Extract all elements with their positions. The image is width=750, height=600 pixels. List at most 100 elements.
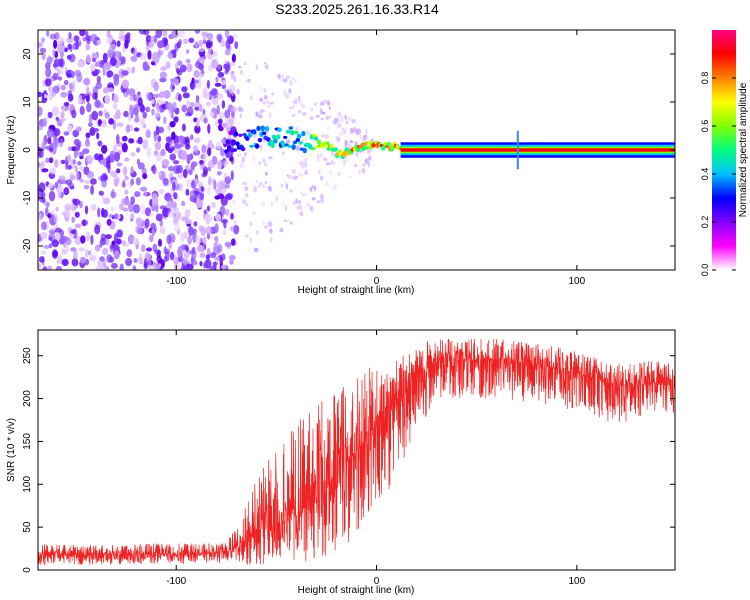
noise-blob [182, 92, 190, 99]
noise-blob [217, 64, 222, 71]
noise-blob [92, 92, 98, 100]
transition-blob [332, 186, 336, 190]
noise-blob [208, 176, 212, 186]
transition-blob [286, 76, 290, 79]
noise-blob [38, 91, 42, 98]
noise-blob [143, 258, 148, 268]
noise-blob [170, 82, 175, 93]
noise-blob [206, 205, 211, 212]
noise-blob [106, 155, 111, 165]
noise-blob [164, 38, 168, 46]
noise-blob [90, 178, 97, 185]
noise-blob [149, 234, 154, 243]
noise-blob [159, 77, 167, 83]
noise-blob [183, 250, 190, 259]
ridge-blob [277, 127, 282, 132]
noise-blob [145, 35, 152, 43]
transition-blob [259, 144, 263, 149]
noise-blob [202, 36, 206, 44]
noise-blob [52, 72, 59, 81]
noise-blob [90, 65, 96, 72]
noise-blob [215, 188, 221, 195]
noise-blob [91, 110, 99, 121]
ridge-blob [260, 125, 265, 132]
noise-blob [183, 231, 188, 240]
noise-blob [217, 93, 224, 100]
noise-blob [142, 111, 147, 119]
ridge-blob [235, 141, 240, 147]
spectrogram-ylabel: Frequency (Hz) [6, 116, 17, 185]
noise-blob [85, 95, 90, 102]
noise-blob [135, 147, 141, 153]
transition-blob [268, 156, 273, 160]
noise-blob [50, 209, 54, 216]
y-tick-label: -10 [22, 190, 33, 205]
noise-blob [121, 135, 128, 142]
noise-blob [67, 93, 74, 102]
noise-blob [109, 43, 116, 50]
noise-blob [58, 175, 66, 183]
noise-blob [138, 30, 147, 35]
noise-blob [85, 30, 89, 37]
transition-blob [296, 205, 300, 211]
noise-blob [79, 30, 86, 37]
noise-blob [98, 110, 103, 117]
transition-blob [304, 171, 308, 175]
transition-blob [255, 64, 259, 71]
transition-blob [291, 176, 297, 181]
noise-blob [130, 178, 135, 186]
transition-blob [297, 205, 303, 211]
noise-blob [49, 167, 57, 175]
noise-blob [130, 196, 135, 205]
noise-blob [203, 166, 208, 176]
noise-blob [87, 250, 92, 256]
noise-blob [214, 236, 219, 242]
transition-blob [244, 186, 249, 192]
transition-blob [258, 161, 261, 165]
noise-blob [165, 61, 171, 69]
noise-blob [199, 159, 205, 165]
noise-blob [195, 199, 204, 209]
noise-blob [46, 30, 50, 37]
noise-blob [177, 247, 183, 258]
noise-blob [180, 265, 187, 270]
noise-blob [170, 201, 177, 209]
noise-blob [133, 117, 140, 123]
noise-blob [108, 213, 113, 219]
noise-blob [159, 91, 165, 99]
noise-blob [67, 124, 73, 133]
noise-blob [110, 170, 118, 178]
noise-blob [68, 32, 72, 39]
noise-blob [166, 197, 174, 203]
noise-blob [203, 152, 207, 162]
noise-blob [157, 171, 162, 177]
transition-blob [292, 201, 297, 206]
colorbar-tick-label: 0.8 [700, 72, 710, 85]
transition-blob [336, 137, 341, 143]
transition-blob [237, 106, 242, 112]
noise-blob [167, 200, 172, 206]
transition-blob [241, 156, 246, 163]
noise-blob [170, 78, 174, 83]
noise-blob [226, 123, 231, 128]
noise-blob [157, 263, 162, 268]
noise-blob [124, 157, 130, 162]
noise-blob [205, 226, 212, 235]
transition-blob [289, 106, 293, 110]
noise-blob [180, 150, 188, 161]
noise-blob [223, 183, 230, 189]
colorbar-axis: 0.0 0.2 0.4 0.6 0.8 [700, 72, 736, 276]
transition-blob [253, 247, 259, 253]
transition-blob [338, 112, 342, 117]
noise-blob [181, 200, 186, 207]
noise-blob [79, 151, 85, 156]
noise-blob [47, 137, 52, 145]
transition-blob [239, 162, 245, 169]
transition-blob [303, 157, 308, 162]
transition-blob [367, 156, 372, 162]
transition-blob [320, 117, 325, 121]
noise-blob [153, 34, 158, 44]
noise-blob [213, 242, 218, 250]
noise-blob [46, 128, 54, 139]
noise-blob [173, 192, 178, 200]
